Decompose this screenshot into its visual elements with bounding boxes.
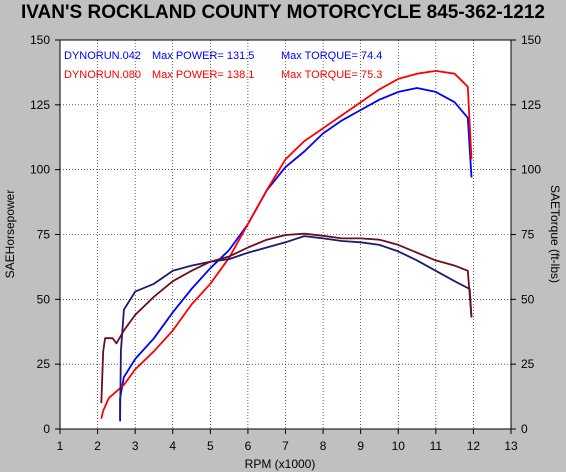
y-tick-label-left: 25: [37, 357, 51, 371]
x-tick-label: 4: [169, 439, 176, 453]
x-tick-label: 3: [132, 439, 139, 453]
series-power-dynorun-042: [119, 87, 473, 422]
legend-run-080: DYNORUN.080: [64, 69, 141, 81]
y-tick-label-left: 150: [30, 33, 50, 47]
x-tick-label: 5: [207, 439, 214, 453]
y-tick-label-right: 75: [521, 228, 535, 242]
y-tick-label-left: 75: [37, 228, 51, 242]
y-tick-label-right: 125: [521, 98, 541, 112]
x-tick-label: 9: [357, 439, 364, 453]
x-tick-label: 8: [320, 439, 327, 453]
x-tick-label: 10: [392, 439, 406, 453]
x-tick-label: 6: [245, 439, 252, 453]
y-tick-label-right: 100: [521, 163, 541, 177]
x-tick-label: 11: [430, 439, 443, 453]
legend-torque-080: Max TORQUE= 75.3: [281, 69, 382, 81]
x-tick-label: 13: [504, 439, 518, 453]
series-torque-dynorun-042: [119, 235, 473, 419]
y-tick-label-left: 100: [30, 163, 50, 177]
x-tick-label: 12: [467, 439, 481, 453]
x-tick-label: 1: [57, 439, 64, 453]
y-tick-label-right: 150: [521, 33, 541, 47]
series-lines: [100, 70, 473, 422]
x-tick-label: 7: [282, 439, 289, 453]
legend: DYNORUN.042 Max POWER= 131.5 Max TORQUE=…: [64, 50, 382, 81]
grid: [60, 40, 511, 429]
y-axis-label-left: SAEHorsepower: [3, 190, 17, 279]
y-axis-label-right: SAETorque (ft-lbs): [548, 185, 562, 283]
series-torque-dynorun-080: [100, 232, 473, 404]
x-axis-label: RPM (x1000): [245, 457, 316, 471]
y-tick-label-right: 0: [521, 422, 528, 436]
x-tick-label: 2: [94, 439, 101, 453]
chart-title: IVAN'S ROCKLAND COUNTY MOTORCYCLE 845-36…: [21, 2, 545, 23]
y-tick-label-right: 25: [521, 357, 535, 371]
legend-run-042: DYNORUN.042: [64, 50, 141, 62]
legend-power-042: Max POWER= 131.5: [152, 50, 254, 62]
y-tick-label-left: 125: [30, 98, 50, 112]
legend-torque-042: Max TORQUE= 74.4: [281, 50, 382, 62]
y-tick-label-right: 50: [521, 292, 535, 306]
legend-power-080: Max POWER= 138.1: [152, 69, 254, 81]
y-tick-label-left: 50: [37, 292, 51, 306]
y-tick-label-left: 0: [43, 422, 50, 436]
series-power-dynorun-080: [100, 70, 473, 419]
